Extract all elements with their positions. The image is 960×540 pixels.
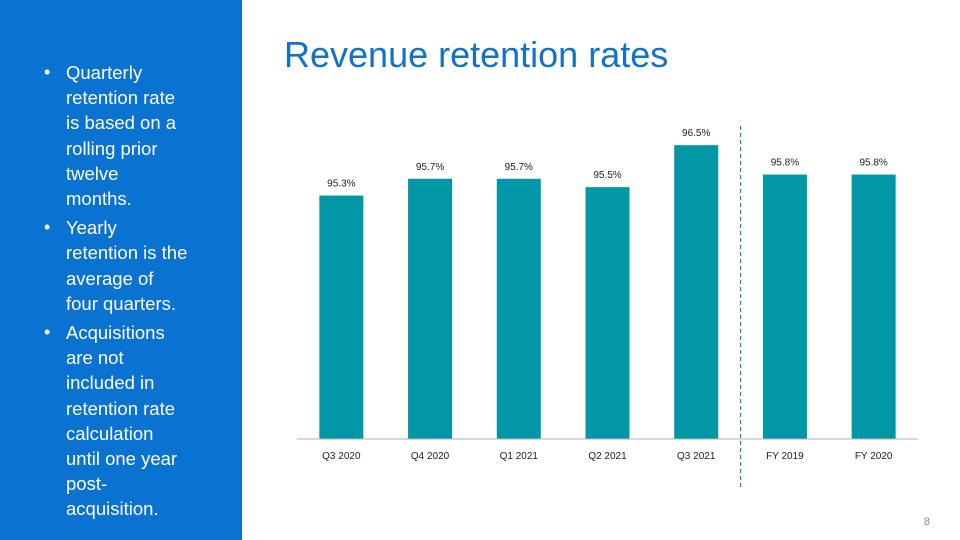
bar <box>496 178 541 439</box>
bar <box>851 174 896 439</box>
x-tick-label: Q3 2021 <box>677 451 716 462</box>
bullet-icon: • <box>44 322 51 343</box>
x-tick-label: Q2 2021 <box>588 451 627 462</box>
x-tick-label: Q3 2020 <box>322 451 361 462</box>
note-text: Acquisitions are not included in retenti… <box>66 322 178 520</box>
bar <box>319 195 364 439</box>
bar <box>408 178 453 439</box>
bullet-icon: • <box>44 62 51 82</box>
bar <box>585 187 630 439</box>
data-label: 95.8% <box>771 158 799 169</box>
note-item: • Quarterly retention rate is based on a… <box>44 60 189 211</box>
data-label: 95.3% <box>327 179 355 190</box>
x-tick-label: FY 2020 <box>855 451 893 462</box>
bullet-icon: • <box>44 217 51 238</box>
x-tick-label: Q1 2021 <box>500 451 539 462</box>
note-item: • Yearly retention is the average of fou… <box>44 215 189 316</box>
data-label: 95.7% <box>505 162 533 173</box>
data-label: 95.8% <box>859 158 887 169</box>
data-label: 95.5% <box>593 170 621 181</box>
bar <box>674 145 719 439</box>
note-item: • Acquisitions are not included in reten… <box>44 320 189 522</box>
data-label: 95.7% <box>416 162 444 173</box>
x-tick-label: Q4 2020 <box>411 451 450 462</box>
bar <box>762 174 807 439</box>
note-text: Quarterly retention rate is based on a r… <box>66 62 177 210</box>
notes-list: • Quarterly retention rate is based on a… <box>44 60 189 526</box>
note-text: Yearly retention is the average of four … <box>66 217 188 314</box>
slide-title: Revenue retention rates <box>284 34 669 75</box>
page-number: 8 <box>923 516 930 528</box>
data-label: 96.5% <box>682 128 710 139</box>
sidebar-panel: • Quarterly retention rate is based on a… <box>0 0 242 540</box>
x-tick-label: FY 2019 <box>766 451 804 462</box>
